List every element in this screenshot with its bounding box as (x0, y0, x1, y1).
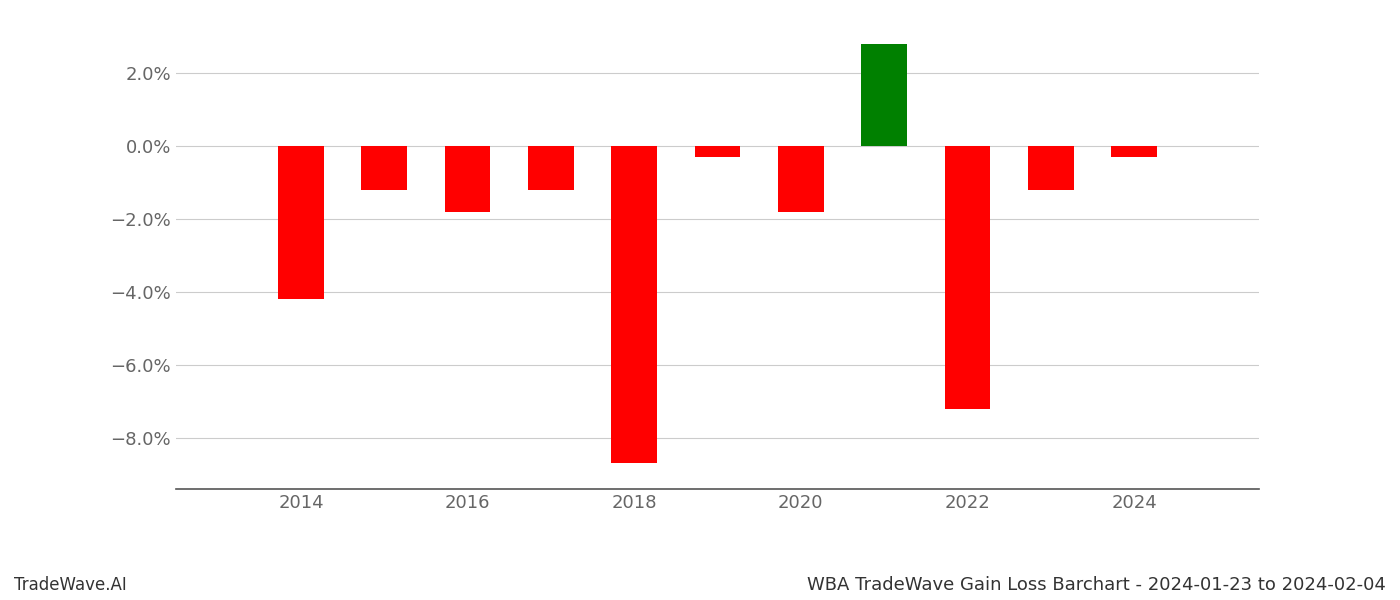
Bar (528, 146, 574, 190)
Bar (945, 146, 990, 409)
Bar (361, 146, 407, 190)
Bar (1028, 146, 1074, 190)
Bar (279, 146, 323, 299)
Bar (445, 146, 490, 212)
Bar (1112, 146, 1156, 157)
Text: TradeWave.AI: TradeWave.AI (14, 576, 127, 594)
Bar (861, 44, 907, 146)
Bar (694, 146, 741, 157)
Text: WBA TradeWave Gain Loss Barchart - 2024-01-23 to 2024-02-04: WBA TradeWave Gain Loss Barchart - 2024-… (808, 576, 1386, 594)
Bar (778, 146, 823, 212)
Bar (612, 146, 657, 463)
